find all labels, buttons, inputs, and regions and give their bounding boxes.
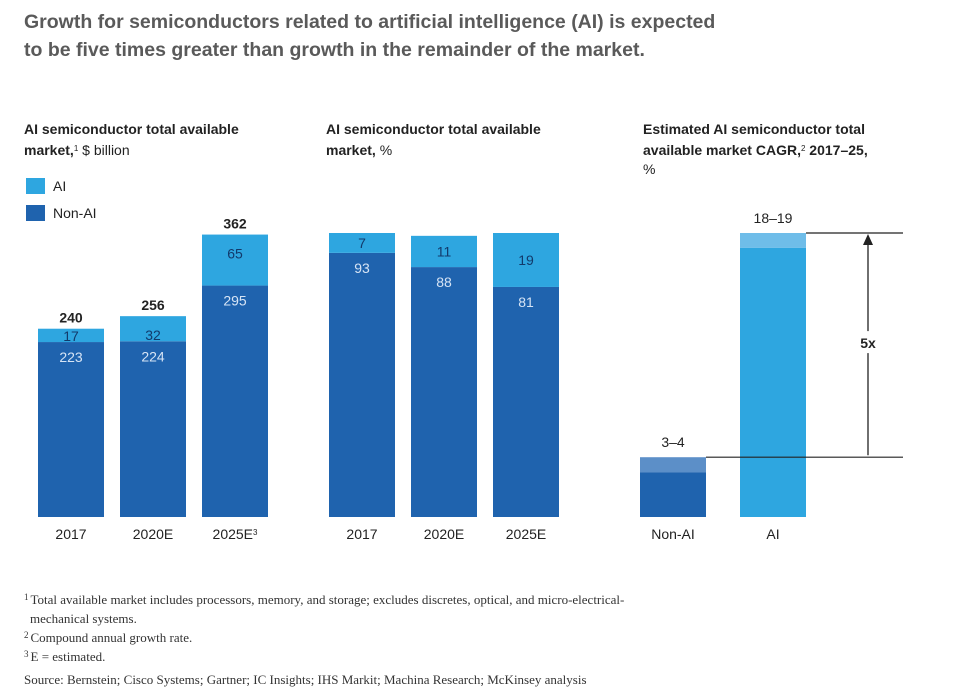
chart1-bar-ai-2017 <box>38 328 104 343</box>
chart3-bar-range-AI <box>740 233 806 248</box>
chart1-bar-ai-2020E <box>120 316 186 342</box>
charts-canvas: AI semiconductor total availablemarket,1… <box>24 121 903 542</box>
headline-line-1: Growth for semiconductors related to art… <box>24 11 716 33</box>
chart2-title-line-2: market, % <box>326 142 392 158</box>
chart1-total-2020E: 256 <box>141 297 165 313</box>
footnote-2: 2 Compound annual growth rate. <box>24 628 824 647</box>
chart2-title-line-2-part-1: % <box>376 142 392 158</box>
footnote-1-marker: 1 <box>24 592 29 602</box>
chart2-label-ai-2017: 7 <box>358 235 366 251</box>
chart2-bar-ai-2020E <box>411 235 477 268</box>
chart3-annotation-bg <box>852 331 884 354</box>
chart3-xtick-AI: AI <box>766 526 779 542</box>
chart2-label-non-ai-2020E: 88 <box>436 274 452 290</box>
chart2-label-non-ai-2025E: 81 <box>518 294 534 310</box>
chart3-growth-arrow-head <box>863 234 873 245</box>
chart1-label-non-ai-2025E: 295 <box>223 293 247 309</box>
chart1-label-non-ai-2020E: 224 <box>141 348 165 364</box>
chart1-bar-non-ai-2025E <box>202 285 268 517</box>
chart2-title-line-1-part-0: AI semiconductor total available <box>326 121 541 137</box>
chart3-range-label-AI: 18–19 <box>754 210 793 226</box>
footnote-1: 1 Total available market includes process… <box>24 590 824 609</box>
chart2-bar-non-ai-2017 <box>329 252 395 517</box>
chart3-title-line-2-part-0: available market CAGR, <box>643 142 801 158</box>
chart3-range-label-Non-AI: 3–4 <box>661 434 685 450</box>
chart3-xtick-Non-AI: Non-AI <box>651 526 695 542</box>
chart2-bar-ai-2017 <box>329 233 395 253</box>
chart1-title-line-1: AI semiconductor total available <box>24 121 239 137</box>
legend-ai-swatch <box>26 178 45 194</box>
chart2-title-line-1: AI semiconductor total available <box>326 121 541 137</box>
chart1-xtick-sup-2025E: 3 <box>253 528 258 537</box>
chart1-title-line-2-part-2: $ billion <box>78 142 129 158</box>
chart1-bar-ai-2025E <box>202 234 268 286</box>
chart1-xtick-2025E: 2025E3 <box>213 526 258 542</box>
chart3-title-line-1: Estimated AI semiconductor total <box>643 121 865 137</box>
chart1-label-non-ai-2017: 223 <box>59 349 83 365</box>
footnote-3-text: E = estimated. <box>30 649 106 664</box>
chart2-xtick-2017: 2017 <box>346 526 377 542</box>
footnote-2-marker: 2 <box>24 630 29 640</box>
chart1-bar-non-ai-2017 <box>38 342 104 517</box>
chart2-xtick-2020E: 2020E <box>424 526 464 542</box>
chart3-bar-range-Non-AI <box>640 457 706 473</box>
chart2-title-line-2-part-0: market, <box>326 142 376 158</box>
chart3-bar-Non-AI <box>640 472 706 517</box>
footnote-3-marker: 3 <box>24 649 29 659</box>
chart3-bar-AI <box>740 247 806 517</box>
chart1-bar-non-ai-2020E <box>120 341 186 517</box>
chart2-bar-ai-2025E <box>493 233 559 287</box>
chart3-title-line-1-part-0: Estimated AI semiconductor total <box>643 121 865 137</box>
chart2-label-ai-2025E: 19 <box>518 252 534 268</box>
chart1-xtick-2020E: 2020E <box>133 526 173 542</box>
footnotes: 1 Total available market includes process… <box>24 590 824 689</box>
legend-ai-label: AI <box>53 178 66 194</box>
source-line: Source: Bernstein; Cisco Systems; Gartne… <box>24 672 587 687</box>
chart2-bar-non-ai-2025E <box>493 286 559 517</box>
chart1-total-2017: 240 <box>59 310 83 326</box>
footnote-2-text: Compound annual growth rate. <box>30 630 193 645</box>
chart1-label-ai-2020E: 32 <box>145 327 161 343</box>
chart1-xtick-2017: 2017 <box>55 526 86 542</box>
legend-non-ai-swatch <box>26 205 45 221</box>
footnote-1-continuation: mechanical systems. <box>30 611 137 626</box>
chart1-label-ai-2017: 17 <box>63 328 79 344</box>
legend-non-ai-label: Non-AI <box>53 205 97 221</box>
chart2-xtick-2025E: 2025E <box>506 526 546 542</box>
chart3-title-line-2-part-2: 2017–25, <box>805 142 867 158</box>
chart3-title-line-2: available market CAGR,2 2017–25, <box>643 142 868 158</box>
chart3-title-line-2-part-1: 2 <box>801 144 806 153</box>
headline: Growth for semiconductors related to art… <box>24 8 924 64</box>
chart1-title-line-2: market,1 $ billion <box>24 142 130 158</box>
chart3-title-line-3: % <box>643 161 655 177</box>
chart1-title-line-2-part-0: market, <box>24 142 74 158</box>
chart2-bar-non-ai-2020E <box>411 267 477 517</box>
chart2-label-ai-2020E: 11 <box>437 243 452 259</box>
chart1-title-line-2-part-1: 1 <box>74 144 79 153</box>
chart3-annotation-5x: 5x <box>860 335 876 351</box>
chart1-label-ai-2025E: 65 <box>227 246 243 262</box>
footnote-1-text: Total available market includes processo… <box>30 592 625 607</box>
chart2-label-non-ai-2017: 93 <box>354 260 370 276</box>
headline-line-2: to be five times greater than growth in … <box>24 39 645 61</box>
chart1-title-line-1-part-0: AI semiconductor total available <box>24 121 239 137</box>
chart1-total-2025E: 362 <box>223 216 247 232</box>
